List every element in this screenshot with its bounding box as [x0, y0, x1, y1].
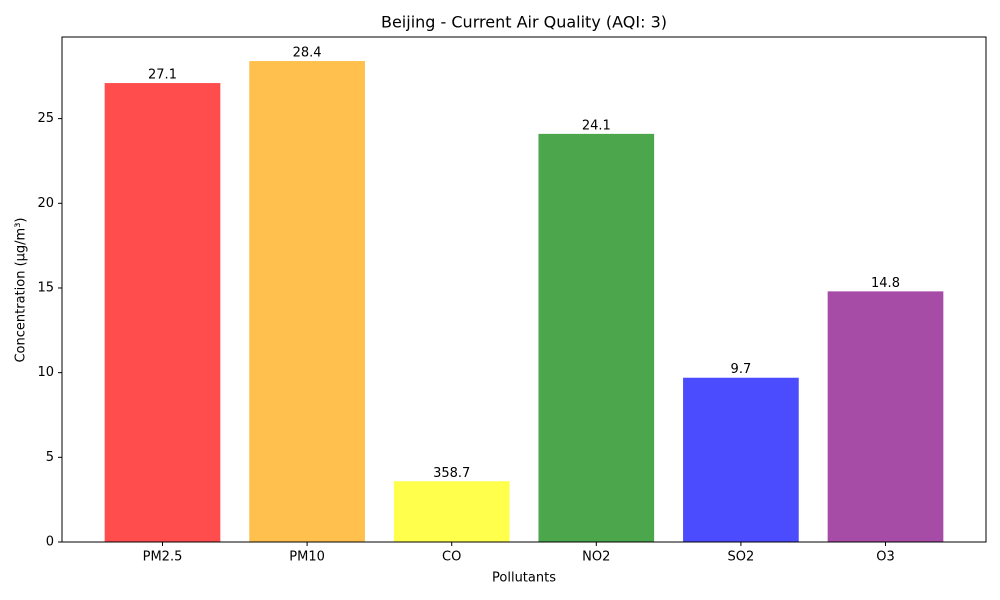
y-tick-label: 15	[37, 280, 54, 295]
x-tick-label: SO2	[728, 550, 755, 565]
x-tick-label: PM10	[289, 550, 325, 565]
x-tick-label: CO	[442, 550, 461, 565]
bar	[249, 61, 365, 543]
bar	[393, 481, 510, 542]
value-label: 28.4	[293, 46, 322, 61]
x-tick-label: PM2.5	[143, 550, 183, 565]
value-label: 9.7	[731, 362, 752, 377]
bar	[683, 377, 799, 542]
value-label: 24.1	[582, 118, 611, 133]
value-label: 27.1	[148, 68, 177, 83]
bar	[827, 291, 944, 542]
x-axis-label: Pollutants	[492, 571, 556, 586]
y-axis-label: Concentration (μg/m³)	[14, 217, 29, 362]
chart-title: Beijing - Current Air Quality (AQI: 3)	[381, 13, 667, 32]
bar	[538, 133, 655, 543]
x-tick-label: NO2	[582, 550, 610, 565]
x-tick-label: O3	[876, 550, 895, 565]
y-tick-label: 5	[46, 450, 54, 465]
y-tick-label: 20	[37, 196, 54, 211]
bar	[104, 83, 221, 542]
y-tick-label: 0	[46, 535, 54, 550]
y-tick-label: 10	[37, 365, 54, 380]
y-tick-label: 25	[37, 111, 54, 126]
plot-frame	[61, 36, 987, 543]
value-label: 14.8	[871, 276, 900, 291]
value-label: 358.7	[433, 466, 470, 481]
